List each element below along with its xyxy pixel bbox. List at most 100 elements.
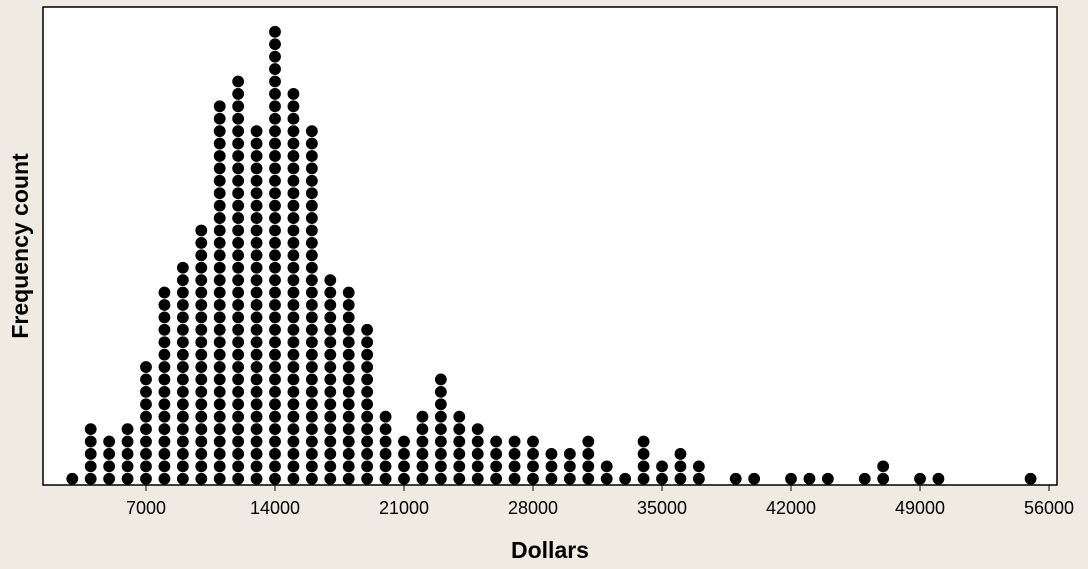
dot <box>305 162 318 175</box>
dot <box>269 472 281 485</box>
dot <box>434 472 447 485</box>
dot <box>158 448 171 460</box>
dot <box>195 299 208 311</box>
dot <box>158 398 171 411</box>
dot <box>287 236 300 249</box>
dot <box>176 373 189 386</box>
dot <box>379 410 392 423</box>
dot <box>103 435 116 448</box>
dot <box>269 162 281 175</box>
dot <box>453 410 466 423</box>
dot <box>232 435 245 448</box>
dot <box>195 224 208 237</box>
dot <box>158 460 171 473</box>
dot <box>176 460 189 473</box>
dot <box>213 299 226 311</box>
dot <box>176 472 189 485</box>
dot <box>434 398 447 411</box>
dot <box>158 373 171 386</box>
dot <box>305 385 318 398</box>
dot <box>176 361 189 373</box>
dot <box>140 435 152 448</box>
dot <box>269 88 281 100</box>
dot <box>361 385 374 398</box>
dot <box>176 299 189 311</box>
dot-column <box>453 410 466 485</box>
dot <box>250 236 263 249</box>
dot <box>563 460 576 473</box>
dot <box>158 299 171 311</box>
dot-column <box>66 472 79 485</box>
dot <box>305 348 318 361</box>
dot-column <box>398 435 410 485</box>
dot <box>324 299 337 311</box>
dot <box>213 112 226 125</box>
dot <box>176 311 189 324</box>
dot <box>305 125 318 138</box>
dot <box>250 212 263 224</box>
dot <box>232 299 245 311</box>
dot <box>434 423 447 436</box>
dot <box>508 472 521 485</box>
dot <box>361 423 374 436</box>
dot <box>527 460 539 473</box>
dot <box>195 311 208 324</box>
dot <box>269 199 281 212</box>
dot-column <box>416 410 429 485</box>
dot <box>269 435 281 448</box>
dot <box>305 174 318 187</box>
dot <box>232 286 245 299</box>
dot <box>674 460 687 473</box>
dot <box>176 348 189 361</box>
dot <box>287 348 300 361</box>
dot <box>213 448 226 460</box>
dot-column <box>527 435 539 485</box>
dot <box>232 112 245 125</box>
dot <box>176 274 189 287</box>
dot <box>232 460 245 473</box>
dot <box>619 472 632 485</box>
dot <box>287 212 300 224</box>
dot <box>213 212 226 224</box>
dot-column <box>305 125 318 485</box>
dot <box>324 336 337 349</box>
dot <box>342 361 355 373</box>
dot <box>508 435 521 448</box>
dot <box>250 398 263 411</box>
dot <box>416 423 429 436</box>
dot <box>269 299 281 311</box>
dot <box>563 472 576 485</box>
dot-column <box>287 88 300 485</box>
dot <box>176 336 189 349</box>
dot-column <box>619 472 632 485</box>
dot <box>490 448 503 460</box>
dot-column <box>121 423 134 485</box>
dot <box>195 410 208 423</box>
dot <box>232 448 245 460</box>
dot <box>213 361 226 373</box>
dot <box>361 435 374 448</box>
dot <box>324 472 337 485</box>
dot-column <box>213 100 226 485</box>
dot <box>361 361 374 373</box>
dot <box>342 385 355 398</box>
dot <box>176 448 189 460</box>
dot <box>324 423 337 436</box>
dot <box>914 472 926 485</box>
dot <box>324 398 337 411</box>
dot <box>158 385 171 398</box>
dot <box>213 410 226 423</box>
dot <box>269 261 281 274</box>
dot <box>324 361 337 373</box>
dot <box>932 472 945 485</box>
dot <box>471 472 484 485</box>
dot <box>1024 472 1037 485</box>
dot <box>324 460 337 473</box>
dot <box>434 410 447 423</box>
dot <box>545 472 558 485</box>
dot <box>176 286 189 299</box>
dot <box>269 187 281 200</box>
dot <box>213 137 226 150</box>
dot <box>269 398 281 411</box>
dot <box>269 274 281 287</box>
